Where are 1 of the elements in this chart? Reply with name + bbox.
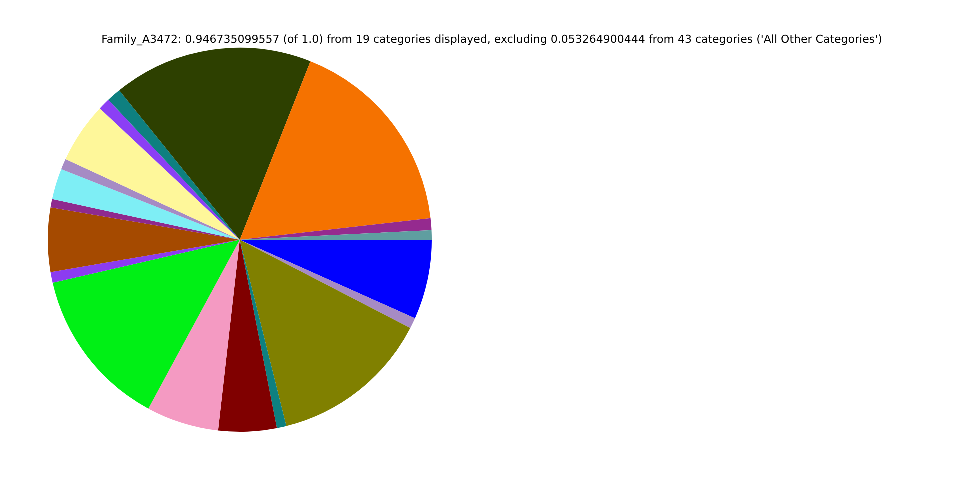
text: Family_A3472: 0.946735099557 (of 1.0) from 19 categories displayed, excluding 0.053264900444 from 43 categories ('All Other Categories') (100, 33, 884, 46)
